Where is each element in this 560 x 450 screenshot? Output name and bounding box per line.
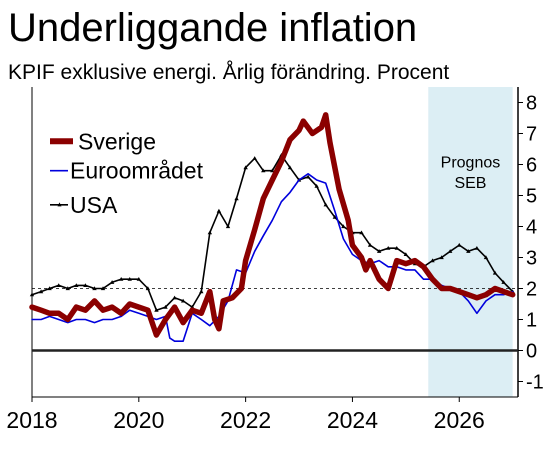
y-tick-label: 1 <box>526 310 537 332</box>
y-tick-label: 0 <box>526 341 537 363</box>
y-tick-label: -1 <box>526 372 544 394</box>
chart-subtitle: KPIF exklusive energi. Årlig förändring.… <box>8 61 450 84</box>
series-point-2 <box>252 156 257 160</box>
series-layer <box>29 112 516 342</box>
series-point-2 <box>341 224 346 229</box>
x-tick-label: 2024 <box>327 407 378 433</box>
series-point-2 <box>287 165 293 170</box>
legend-marker-2 <box>57 202 62 207</box>
legend-label-0: Sverige <box>78 128 156 154</box>
series-point-2 <box>430 258 435 263</box>
series-point-2 <box>207 230 213 235</box>
series-point-2 <box>65 286 70 291</box>
series-point-2 <box>261 168 266 173</box>
series-point-2 <box>501 280 506 284</box>
series-point-2 <box>483 255 489 260</box>
x-tick-label: 2020 <box>113 407 164 433</box>
series-point-2 <box>225 224 231 229</box>
series-point-2 <box>243 165 248 170</box>
series-point-2 <box>109 280 115 284</box>
legend-label-1: Euroområdet <box>70 158 204 184</box>
y-tick-label: 7 <box>526 124 537 146</box>
series-point-2 <box>314 184 319 188</box>
x-tick-label: 2026 <box>434 407 485 433</box>
chart-title: Underliggande inflation <box>8 6 418 50</box>
y-tick-label: 8 <box>526 93 537 115</box>
series-point-2 <box>56 283 61 287</box>
series-point-2 <box>74 283 79 287</box>
legend: Sverige Euroområdet USA <box>50 128 204 218</box>
series-point-2 <box>234 196 239 201</box>
series-point-2 <box>38 289 44 294</box>
forecast-label-line2: SEB <box>454 175 486 192</box>
series-point-2 <box>100 286 106 291</box>
series-point-2 <box>180 298 186 303</box>
series-point-2 <box>457 242 462 247</box>
series-point-2 <box>359 230 364 235</box>
series-point-2 <box>127 277 132 281</box>
forecast-band <box>428 87 513 397</box>
series-point-2 <box>466 249 471 253</box>
y-tick-label: 2 <box>526 279 537 301</box>
series-point-2 <box>199 289 204 294</box>
axes: -1 0 1 2 3 4 5 6 7 8 2018 2020 2022 2024 2026 <box>6 87 544 433</box>
series-point-2 <box>394 246 399 250</box>
series-point-2 <box>92 286 97 291</box>
series-point-2 <box>29 292 35 297</box>
series-point-2 <box>439 255 444 260</box>
y-tick-label: 4 <box>526 217 537 239</box>
series-point-2 <box>118 277 124 281</box>
forecast-label-line1: Prognos <box>441 155 501 172</box>
series-point-2 <box>154 308 159 312</box>
series-point-2 <box>270 168 275 173</box>
series-point-2 <box>172 295 177 300</box>
series-point-2 <box>386 246 391 250</box>
x-tick-label: 2018 <box>6 407 57 433</box>
series-point-2 <box>323 202 328 207</box>
series-point-2 <box>447 249 453 253</box>
series-point-2 <box>376 249 382 253</box>
series-point-2 <box>367 242 373 247</box>
series-point-2 <box>474 246 480 250</box>
legend-label-2: USA <box>70 192 118 218</box>
series-point-2 <box>163 304 168 309</box>
series-point-2 <box>403 252 409 256</box>
series-point-2 <box>145 286 151 291</box>
series-point-2 <box>47 286 52 291</box>
series-point-2 <box>305 174 311 179</box>
y-tick-label: 3 <box>526 248 537 270</box>
y-tick-label: 5 <box>526 186 537 208</box>
series-point-2 <box>332 215 338 219</box>
series-point-2 <box>83 283 88 287</box>
series-line-0 <box>29 112 516 338</box>
y-tick-label: 6 <box>526 155 537 177</box>
series-point-2 <box>492 270 498 275</box>
series-point-2 <box>216 208 222 213</box>
series-point-2 <box>136 277 142 281</box>
x-tick-label: 2022 <box>220 407 271 433</box>
